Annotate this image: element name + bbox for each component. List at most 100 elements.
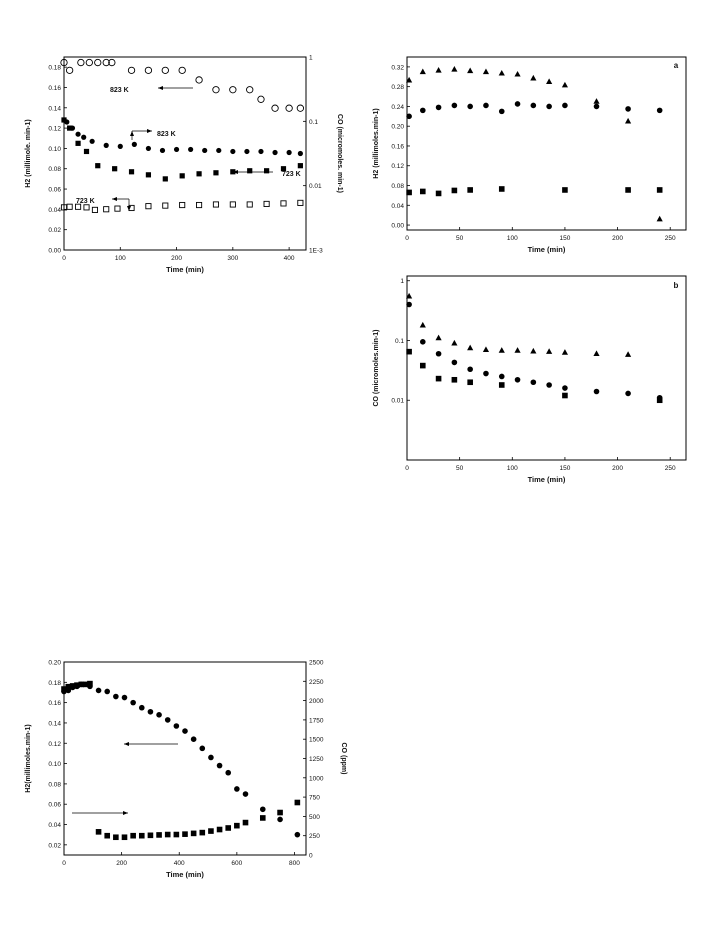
x-tick-label: 400 bbox=[284, 255, 295, 262]
data-point bbox=[625, 390, 631, 397]
data-point bbox=[234, 822, 240, 829]
data-point bbox=[482, 346, 490, 352]
y-axis-title: H2(millimoles.min-1) bbox=[25, 724, 32, 792]
x-axis-title: Time (min) bbox=[166, 265, 204, 274]
data-point bbox=[258, 148, 264, 155]
y-tick-label: 2500 bbox=[309, 660, 324, 667]
annotation-label: 723 K bbox=[76, 198, 95, 205]
annotation-label: 723 K bbox=[282, 171, 301, 178]
data-point bbox=[103, 142, 109, 148]
plot-frame bbox=[406, 56, 687, 231]
x-tick-label: 200 bbox=[612, 465, 623, 472]
data-point bbox=[173, 831, 180, 838]
data-point bbox=[138, 704, 145, 711]
data-point bbox=[264, 168, 270, 174]
x-tick-label: 200 bbox=[116, 860, 127, 867]
x-tick-label: 100 bbox=[507, 465, 518, 472]
data-point bbox=[562, 385, 568, 391]
data-point bbox=[530, 379, 537, 386]
chart-2: 0 50 100 150 200 250 0.00 0.04 0.08 0.12 0.16 0.20 0… bbox=[373, 56, 687, 254]
y-tick-label: 0 bbox=[309, 853, 313, 860]
data-point bbox=[451, 339, 458, 346]
data-point bbox=[296, 104, 305, 112]
data-point bbox=[483, 370, 489, 377]
y-tick-label: 0.01 bbox=[309, 183, 322, 190]
data-point bbox=[95, 163, 101, 169]
arrow-head bbox=[147, 129, 152, 133]
data-point bbox=[83, 148, 90, 155]
arrow-head bbox=[233, 170, 238, 174]
data-point bbox=[89, 138, 95, 144]
data-point bbox=[225, 825, 232, 831]
x-tick-label: 0 bbox=[62, 255, 66, 262]
data-point bbox=[294, 831, 301, 838]
y-tick-label: 0.08 bbox=[391, 183, 404, 190]
data-point bbox=[272, 149, 278, 156]
data-point bbox=[199, 829, 206, 836]
y-tick-label: 0.10 bbox=[48, 761, 61, 768]
data-point bbox=[83, 204, 90, 211]
data-point bbox=[498, 347, 505, 353]
data-point bbox=[593, 98, 600, 104]
data-point bbox=[161, 66, 169, 75]
data-point bbox=[406, 189, 412, 196]
arrow-head bbox=[124, 742, 129, 746]
data-point bbox=[562, 187, 568, 193]
y-axis-title: H2 (millimoles.min-1) bbox=[373, 108, 380, 178]
data-point bbox=[213, 170, 219, 176]
data-point bbox=[212, 201, 220, 208]
data-point bbox=[451, 376, 458, 383]
x-tick-label: 50 bbox=[456, 235, 464, 242]
y-tick-label: 750 bbox=[309, 795, 320, 802]
x-tick-label: 800 bbox=[289, 860, 300, 867]
data-point bbox=[113, 693, 119, 700]
data-point bbox=[625, 187, 631, 193]
data-point bbox=[199, 745, 206, 752]
data-point bbox=[182, 831, 188, 837]
data-point bbox=[162, 202, 169, 209]
panel-label: a bbox=[674, 61, 679, 70]
data-point bbox=[113, 834, 119, 841]
y-tick-label: 1000 bbox=[309, 775, 324, 782]
data-point bbox=[87, 680, 93, 687]
data-point bbox=[259, 806, 266, 813]
data-point bbox=[406, 113, 412, 120]
data-point bbox=[593, 388, 600, 395]
data-point bbox=[246, 86, 254, 94]
data-point bbox=[482, 68, 490, 75]
arrow-head bbox=[112, 197, 117, 201]
y-tick-label: 0.12 bbox=[48, 126, 61, 133]
data-point bbox=[195, 76, 203, 84]
data-point bbox=[467, 103, 473, 110]
y-tick-label: 0.02 bbox=[48, 842, 61, 849]
data-point bbox=[514, 376, 521, 383]
data-point bbox=[208, 828, 214, 834]
data-point bbox=[234, 786, 240, 792]
y-tick-label: 0.1 bbox=[309, 119, 318, 126]
data-point bbox=[173, 146, 180, 153]
data-point bbox=[656, 107, 663, 114]
y-tick-label: 0.10 bbox=[48, 146, 61, 153]
x-tick-label: 250 bbox=[665, 465, 676, 472]
data-point bbox=[546, 103, 552, 110]
y-tick-label: 0.02 bbox=[48, 227, 61, 234]
data-point bbox=[277, 809, 283, 816]
data-point bbox=[188, 146, 194, 153]
y-tick-label: 1 bbox=[309, 55, 313, 62]
data-point bbox=[625, 117, 632, 124]
y-tick-label: 0.1 bbox=[395, 338, 404, 345]
x-tick-label: 0 bbox=[405, 235, 409, 242]
data-point bbox=[164, 717, 171, 723]
data-point bbox=[498, 69, 505, 76]
arrow-head bbox=[130, 131, 134, 136]
data-point bbox=[419, 68, 426, 75]
data-point bbox=[285, 104, 293, 112]
data-point bbox=[127, 66, 136, 75]
data-point bbox=[546, 382, 552, 388]
y-tick-label: 1250 bbox=[309, 756, 324, 763]
data-point bbox=[530, 74, 537, 81]
data-point bbox=[406, 76, 413, 83]
data-point bbox=[435, 190, 442, 197]
data-point bbox=[121, 834, 128, 841]
x-tick-label: 150 bbox=[559, 235, 570, 242]
